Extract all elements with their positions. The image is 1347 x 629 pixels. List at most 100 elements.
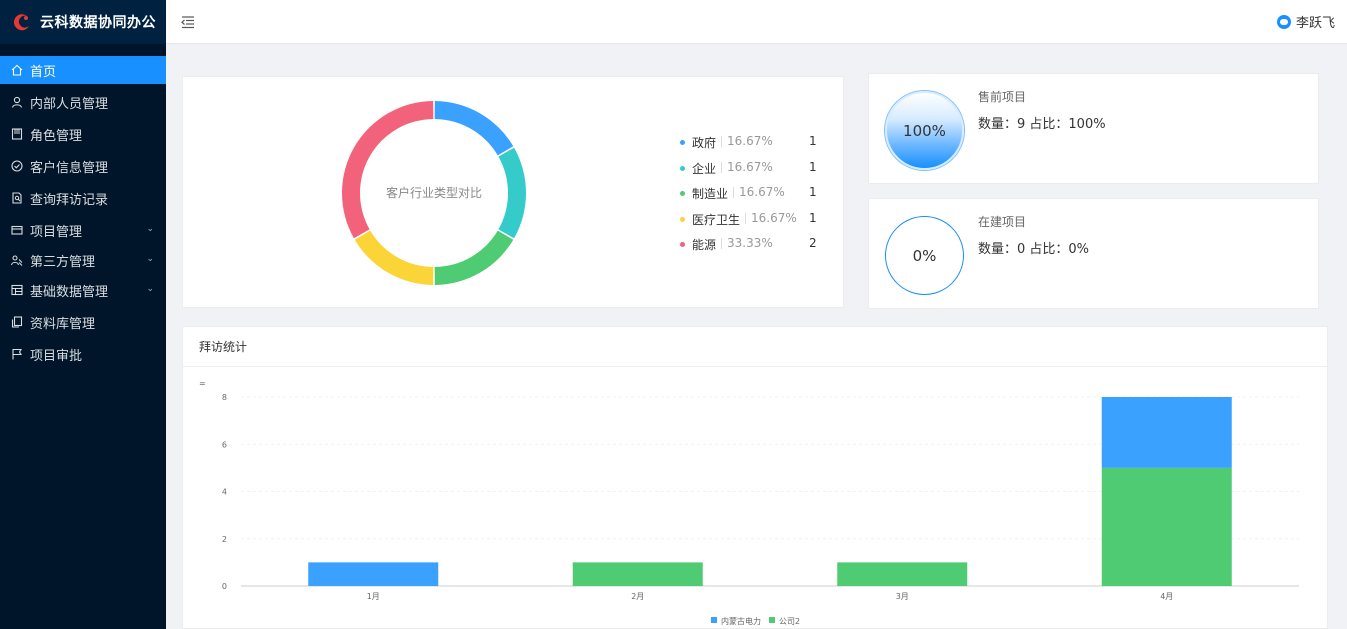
- y-tick-label: 6: [222, 440, 227, 449]
- legend-item[interactable]: 企业 16.67% 1: [680, 160, 820, 186]
- bar-legend-label[interactable]: 公司2: [779, 617, 800, 626]
- legend-count: 1: [809, 159, 817, 174]
- y-tick-label: 8: [222, 393, 227, 402]
- construction-stat-card: 0% 在建项目 数量：0 占比：0%: [868, 198, 1319, 309]
- x-tick-label: 1月: [367, 592, 380, 601]
- credit-card-icon: [11, 225, 23, 235]
- sidebar-item-4[interactable]: 查询拜访记录: [0, 184, 166, 212]
- industry-donut-chart: 客户行业类型对比: [341, 101, 527, 285]
- visit-stats-title: 拜访统计: [183, 327, 1327, 367]
- industry-pie-card: 客户行业类型对比 政府 16.67% 1 企业 16.67% 1 制造业 16.67% 1 医疗卫…: [182, 76, 844, 308]
- legend-name: 能源: [692, 238, 717, 252]
- construction-value: 数量：0 占比：0%: [978, 242, 1090, 257]
- user-icon: [11, 96, 23, 108]
- pie-slice-企业[interactable]: [498, 147, 527, 239]
- bar-legend-label[interactable]: 内蒙古电力: [721, 616, 761, 626]
- legend-divider: [721, 238, 722, 249]
- x-tick-label: 2月: [631, 592, 644, 601]
- y-unit-label: =: [199, 379, 206, 388]
- sidebar-item-2[interactable]: 角色管理: [0, 120, 166, 148]
- legend-swatch[interactable]: [769, 617, 775, 623]
- logo[interactable]: 云科数据协同办公: [0, 0, 166, 44]
- y-tick-label: 2: [222, 535, 227, 544]
- sidebar-item-label: 客户信息管理: [30, 160, 109, 176]
- presale-value: 数量：9 占比：100%: [978, 117, 1106, 132]
- legend-divider: [721, 161, 722, 173]
- pie-slice-制造业[interactable]: [434, 230, 514, 285]
- legend-percent: 16.67%: [727, 134, 773, 148]
- legend-name: 政府: [692, 136, 717, 150]
- pie-legend: 政府 16.67% 1 企业 16.67% 1 制造业 16.67% 1 医疗卫生 16.67% 1 能…: [680, 134, 820, 262]
- flag-icon: [12, 348, 22, 360]
- sidebar-item-0[interactable]: 首页: [0, 56, 166, 84]
- role-icon: [11, 128, 23, 140]
- pie-slice-能源[interactable]: [341, 101, 434, 239]
- sidebar-item-1[interactable]: 内部人员管理: [0, 88, 166, 116]
- bar-内蒙古电力-4月[interactable]: [1101, 397, 1232, 468]
- presale-title: 售前项目: [978, 90, 1027, 104]
- bar-公司2-3月[interactable]: [837, 562, 968, 586]
- legend-swatch[interactable]: [711, 617, 717, 623]
- logo-icon: [13, 14, 29, 31]
- sidebar-item-label: 角色管理: [30, 128, 83, 144]
- legend-count: 1: [809, 134, 817, 148]
- user-menu[interactable]: 李跃飞: [1276, 12, 1335, 31]
- construction-title: 在建项目: [978, 215, 1027, 229]
- y-tick-label: 4: [222, 488, 227, 497]
- chevron-down-icon: ⌄: [146, 254, 154, 264]
- home-icon: [11, 64, 23, 76]
- sidebar-item-label: 内部人员管理: [30, 96, 109, 112]
- table-icon: [11, 284, 23, 296]
- bar-内蒙古电力-1月[interactable]: [308, 562, 439, 586]
- legend-count: 2: [809, 236, 817, 250]
- legend-dot: [680, 140, 685, 145]
- legend-item[interactable]: 医疗卫生 16.67% 1: [680, 211, 820, 237]
- sidebar-item-label: 资料库管理: [30, 316, 96, 332]
- sidebar-item-8[interactable]: 资料库管理: [0, 308, 166, 336]
- sidebar-item-7[interactable]: 基础数据管理 ⌄: [0, 276, 166, 304]
- legend-percent: 16.67%: [751, 210, 797, 225]
- sidebar-item-3[interactable]: 客户信息管理: [0, 152, 166, 180]
- sidebar-item-5[interactable]: 项目管理 ⌄: [0, 216, 166, 244]
- user-name: 李跃飞: [1295, 16, 1335, 31]
- app-title: 云科数据协同办公: [40, 15, 156, 31]
- chevron-down-icon: ⌄: [146, 284, 154, 294]
- copy-icon: [11, 316, 23, 328]
- pie-slice-政府[interactable]: [434, 101, 514, 156]
- sidebar-item-label: 第三方管理: [30, 254, 96, 270]
- legend-count: 1: [809, 185, 817, 199]
- avatar-icon: [1276, 14, 1291, 29]
- sidebar-item-6[interactable]: 第三方管理 ⌄: [0, 246, 166, 274]
- legend-dot: [680, 191, 685, 196]
- legend-name: 医疗卫生: [692, 212, 741, 227]
- chevron-down-icon: ⌄: [146, 224, 154, 234]
- legend-name: 制造业: [692, 187, 729, 201]
- sidebar-item-label: 基础数据管理: [30, 284, 109, 300]
- bar-公司2-4月[interactable]: [1101, 467, 1232, 586]
- legend-count: 1: [809, 210, 817, 225]
- legend-dot: [680, 165, 685, 171]
- legend-divider: [721, 136, 722, 147]
- sidebar: 云科数据协同办公 首页 内部人员管理 角色管理 客户信息管理 查询拜访记录 项目管理 ⌄ 第三…: [0, 0, 166, 629]
- x-tick-label: 4月: [1160, 592, 1173, 601]
- team-icon: [10, 255, 23, 266]
- legend-dot: [680, 216, 685, 222]
- pie-slice-医疗卫生[interactable]: [354, 230, 434, 285]
- legend-item[interactable]: 制造业 16.67% 1: [680, 185, 820, 211]
- menu-fold-icon[interactable]: [180, 14, 196, 30]
- legend-item[interactable]: 能源 33.33% 2: [680, 236, 820, 262]
- sidebar-item-9[interactable]: 项目审批: [0, 340, 166, 368]
- legend-percent: 16.67%: [739, 185, 785, 199]
- y-tick-label: 0: [222, 582, 227, 591]
- sidebar-item-label: 查询拜访记录: [30, 192, 109, 208]
- sidebar-item-label: 项目审批: [30, 348, 83, 364]
- x-tick-label: 3月: [896, 592, 909, 601]
- visit-stats-card: 拜访统计 = 0 2 4 6 8 1月 2月 3月 4月内蒙古电力 公司2: [182, 326, 1328, 629]
- legend-percent: 16.67%: [727, 159, 773, 174]
- legend-item[interactable]: 政府 16.67% 1: [680, 134, 820, 160]
- pie-center-label: 客户行业类型对比: [386, 185, 482, 200]
- construction-progress-circle: 0%: [885, 216, 964, 295]
- bar-公司2-2月[interactable]: [572, 562, 703, 586]
- check-circle-icon: [11, 160, 23, 172]
